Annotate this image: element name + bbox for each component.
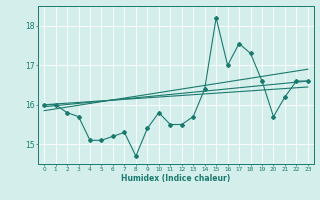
X-axis label: Humidex (Indice chaleur): Humidex (Indice chaleur) [121, 174, 231, 183]
